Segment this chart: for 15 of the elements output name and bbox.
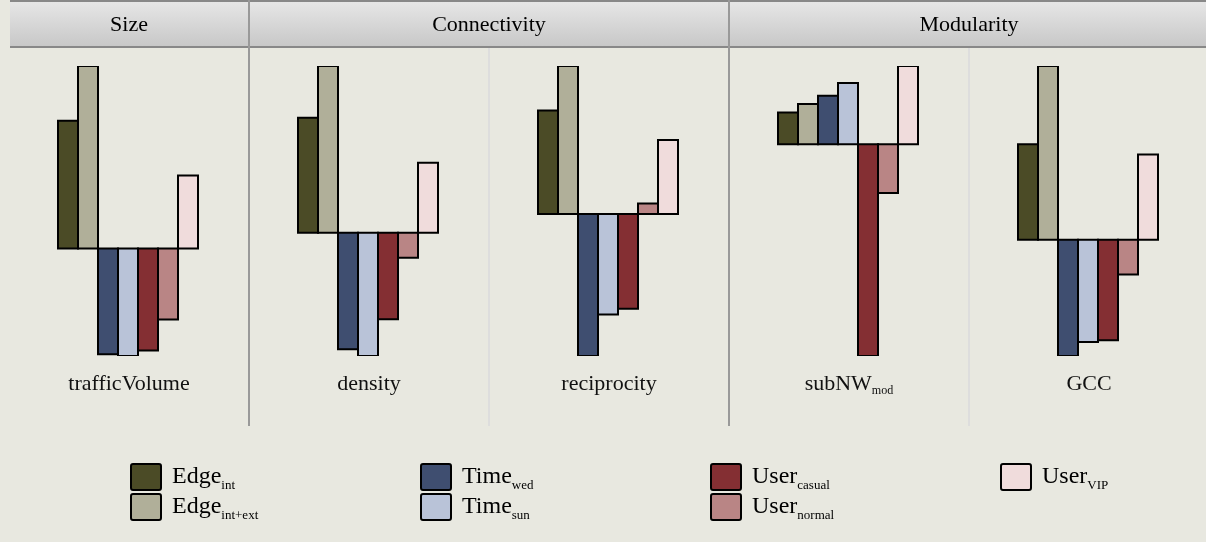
legend-label: Time$_{wed}$ xyxy=(462,461,534,493)
legend-label: Edge$_{int}$ xyxy=(172,461,236,493)
chart-title: Size xyxy=(110,11,148,37)
legend-label: Time$_{sun}$ xyxy=(462,491,530,523)
text: Modularity xyxy=(919,11,1019,37)
x-tick-label: trafficVolume xyxy=(68,370,190,395)
text: Connectivity xyxy=(432,11,546,37)
legend-label: User$_{VIP}$ xyxy=(1042,461,1109,493)
legend-label: User$_{casual}$ xyxy=(752,461,830,493)
x-tick-label: GCC xyxy=(1066,370,1112,395)
legend-label: Edge$_{int+ext}$ xyxy=(172,491,259,523)
x-tick-label: subNW$_{mod}$ xyxy=(804,370,894,397)
legend-label: User$_{normal}$ xyxy=(752,491,835,523)
x-tick-label: reciprocity xyxy=(561,370,657,395)
x-tick-label: density xyxy=(337,370,401,395)
